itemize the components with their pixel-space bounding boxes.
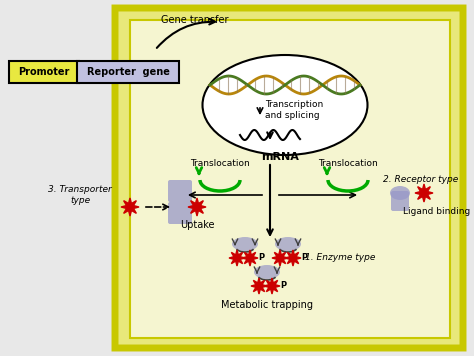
FancyBboxPatch shape (168, 202, 192, 224)
Text: Gene transfer: Gene transfer (161, 15, 229, 25)
Polygon shape (285, 250, 301, 266)
FancyBboxPatch shape (9, 61, 79, 83)
Text: mRNA: mRNA (261, 152, 299, 162)
Polygon shape (242, 250, 258, 266)
Polygon shape (251, 278, 267, 294)
Text: P: P (301, 253, 307, 262)
Text: 1. Enzyme type: 1. Enzyme type (305, 253, 375, 262)
FancyBboxPatch shape (168, 180, 192, 202)
Text: Reporter  gene: Reporter gene (87, 67, 169, 77)
Ellipse shape (275, 237, 301, 251)
Polygon shape (121, 198, 139, 216)
Text: Promoter: Promoter (18, 67, 70, 77)
Text: Transcription
and splicing: Transcription and splicing (265, 100, 323, 120)
Ellipse shape (390, 186, 410, 200)
Text: 3. Transporter
type: 3. Transporter type (48, 185, 112, 205)
Ellipse shape (232, 237, 258, 251)
Polygon shape (415, 184, 433, 202)
Ellipse shape (254, 265, 280, 279)
Text: Ligand binding: Ligand binding (403, 207, 471, 216)
Text: 2. Receptor type: 2. Receptor type (383, 176, 458, 184)
FancyBboxPatch shape (77, 61, 179, 83)
Ellipse shape (202, 55, 367, 155)
Text: P: P (258, 253, 264, 262)
FancyBboxPatch shape (130, 20, 450, 338)
Text: Uptake: Uptake (180, 220, 214, 230)
Text: P: P (280, 282, 286, 290)
Polygon shape (229, 250, 245, 266)
Text: Translocation: Translocation (190, 159, 250, 168)
FancyBboxPatch shape (115, 8, 463, 348)
Polygon shape (264, 278, 280, 294)
FancyBboxPatch shape (391, 191, 409, 211)
Polygon shape (188, 198, 206, 216)
Text: Translocation: Translocation (318, 159, 378, 168)
Polygon shape (272, 250, 288, 266)
Text: Metabolic trapping: Metabolic trapping (221, 300, 313, 310)
